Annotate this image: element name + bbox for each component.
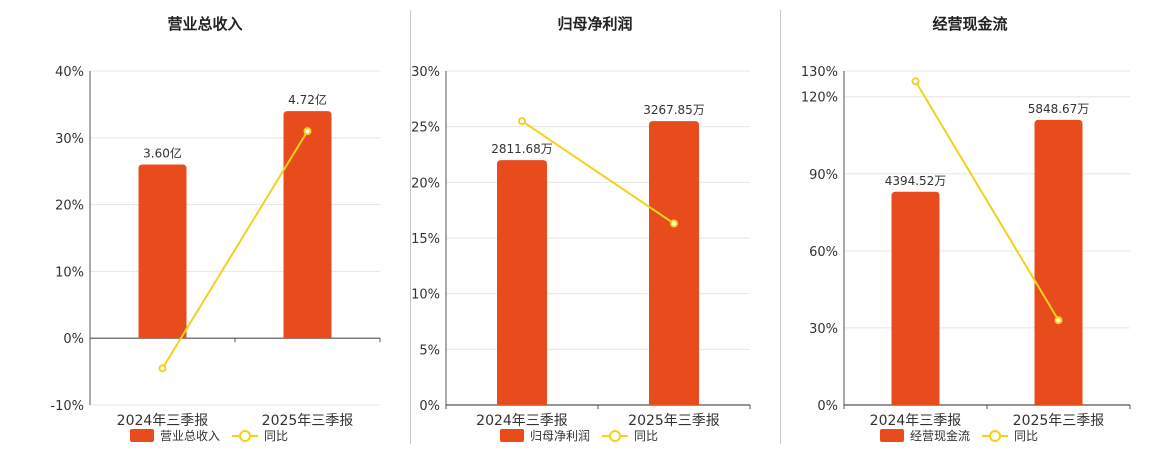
panel-cash-flow: 经营现金流 0% 30% 60% 90% 120% 130% 4394.52万 5848.67… xyxy=(780,0,1160,450)
legend-bar-label: 经营现金流 xyxy=(910,428,970,443)
y-tick-label: 90% xyxy=(809,168,838,183)
bar-value-label: 3.60亿 xyxy=(143,146,182,161)
net-profit-chart: 0% 5% 10% 15% 20% 25% 30% 2811.68万 3267.85万 2024年… xyxy=(411,65,751,443)
legend: 归母净利润 同比 xyxy=(500,429,658,443)
yoy-point xyxy=(1054,316,1063,325)
yoy-point xyxy=(911,77,920,86)
legend-bar-swatch xyxy=(130,429,154,442)
legend-line-marker xyxy=(989,430,1002,442)
x-tick-label: 2024年三季报 xyxy=(870,413,962,429)
panel-divider xyxy=(780,10,781,444)
legend-bar-label: 营业总收入 xyxy=(160,429,220,443)
chart-title: 归母净利润 xyxy=(557,15,633,33)
y-tick-label: 10% xyxy=(411,288,440,303)
bar xyxy=(891,191,940,405)
y-tick-label: 0% xyxy=(63,332,84,347)
bar xyxy=(1034,119,1083,406)
legend: 经营现金流 同比 xyxy=(880,428,1038,443)
yoy-point xyxy=(158,364,167,373)
legend-bar-swatch xyxy=(500,429,524,442)
bar-value-label: 4.72亿 xyxy=(288,92,327,107)
yoy-line xyxy=(914,80,1060,321)
y-tick-label: 30% xyxy=(809,322,838,337)
bar-value-label: 2811.68万 xyxy=(491,142,553,156)
chart-title: 经营现金流 xyxy=(932,15,1008,33)
y-tick-label: 0% xyxy=(817,399,838,414)
legend-line-label: 同比 xyxy=(634,429,658,443)
x-tick-label: 2025年三季报 xyxy=(628,413,720,429)
y-tick-label: -10% xyxy=(50,399,84,414)
y-tick-label: 20% xyxy=(411,176,440,191)
legend-line-marker xyxy=(609,430,622,442)
y-tick-label: 0% xyxy=(419,399,440,414)
y-tick-label: 60% xyxy=(809,245,838,260)
y-tick-label: 5% xyxy=(419,343,440,358)
bar-value-label: 3267.85万 xyxy=(643,103,705,117)
yoy-point xyxy=(670,219,678,228)
chart-title: 营业总收入 xyxy=(167,15,243,33)
y-tick-label: 20% xyxy=(55,199,84,214)
yoy-point xyxy=(518,117,526,126)
bar xyxy=(497,160,547,405)
legend-line-marker xyxy=(239,430,252,442)
y-tick-label: 130% xyxy=(801,65,838,80)
panel-net-profit: 归母净利润 0% 5% 10% 15% 20% 25% 30% 2811.68万 3267.85… xyxy=(410,0,780,450)
yoy-line xyxy=(161,130,309,369)
yoy-point xyxy=(303,127,312,136)
x-tick-label: 2024年三季报 xyxy=(476,413,568,429)
legend-line-label: 同比 xyxy=(264,429,288,443)
legend-line-label: 同比 xyxy=(1014,429,1038,443)
y-tick-label: 30% xyxy=(411,65,440,80)
cash-flow-chart: 0% 30% 60% 90% 120% 130% 4394.52万 5848.67万 2024年… xyxy=(801,65,1131,443)
bar xyxy=(138,164,187,339)
bar xyxy=(649,121,699,405)
panel-divider xyxy=(410,10,411,444)
bar xyxy=(283,111,332,339)
y-tick-label: 25% xyxy=(411,121,440,136)
x-tick-label: 2025年三季报 xyxy=(1013,413,1105,429)
revenue-chart: -10% 0% 10% 20% 30% 40% 3.60亿 4.72亿 2024年三季报 2025… xyxy=(50,65,381,443)
legend: 营业总收入 同比 xyxy=(130,429,288,443)
x-tick-label: 2025年三季报 xyxy=(262,413,354,429)
bar-value-label: 5848.67万 xyxy=(1028,102,1090,116)
yoy-line xyxy=(521,120,675,225)
x-tick-label: 2024年三季报 xyxy=(117,413,209,429)
y-tick-label: 120% xyxy=(801,91,838,106)
y-tick-label: 40% xyxy=(55,65,84,80)
legend-bar-swatch xyxy=(880,429,904,442)
bar-value-label: 4394.52万 xyxy=(885,174,947,188)
y-tick-label: 15% xyxy=(411,232,440,247)
y-tick-label: 30% xyxy=(55,132,84,147)
legend-bar-label: 归母净利润 xyxy=(530,429,590,443)
panel-revenue: 营业总收入 -10% 0% 10% 20% 30% 40% 3.60亿 4.72亿 2024年三… xyxy=(0,0,410,450)
y-tick-label: 10% xyxy=(55,265,84,280)
